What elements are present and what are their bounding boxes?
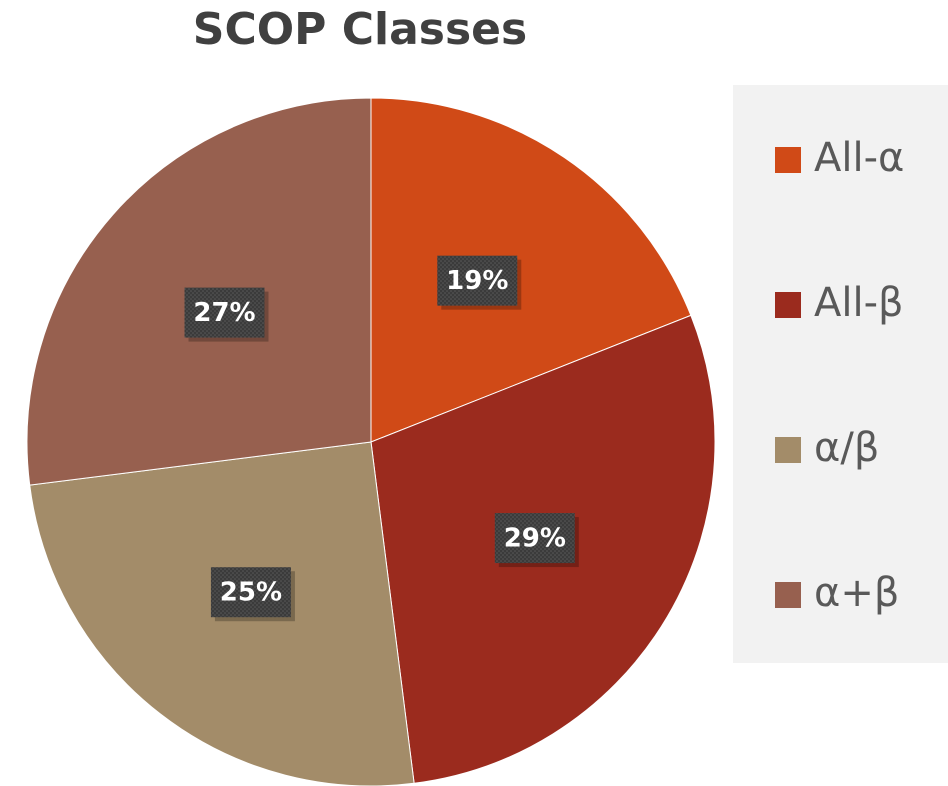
chart-title: SCOP Classes (193, 4, 527, 55)
data-label-box (437, 255, 518, 306)
legend-label: α+β (814, 570, 899, 616)
data-label-box (210, 567, 291, 618)
legend-label: α/β (814, 425, 879, 471)
data-label-box (184, 287, 265, 338)
legend-label: All-β (814, 280, 904, 326)
legend-swatch (775, 582, 801, 608)
legend-label: All-α (814, 135, 904, 181)
data-label-box (494, 513, 575, 564)
data-label: 19% (446, 266, 508, 296)
data-label: 29% (504, 524, 566, 554)
data-label: 27% (193, 298, 255, 328)
data-label: 25% (220, 578, 282, 608)
pie-slice (370, 97, 692, 443)
legend-swatch (775, 147, 801, 173)
legend-swatch (775, 437, 801, 463)
legend-box (733, 85, 948, 663)
legend-swatch (775, 292, 801, 318)
